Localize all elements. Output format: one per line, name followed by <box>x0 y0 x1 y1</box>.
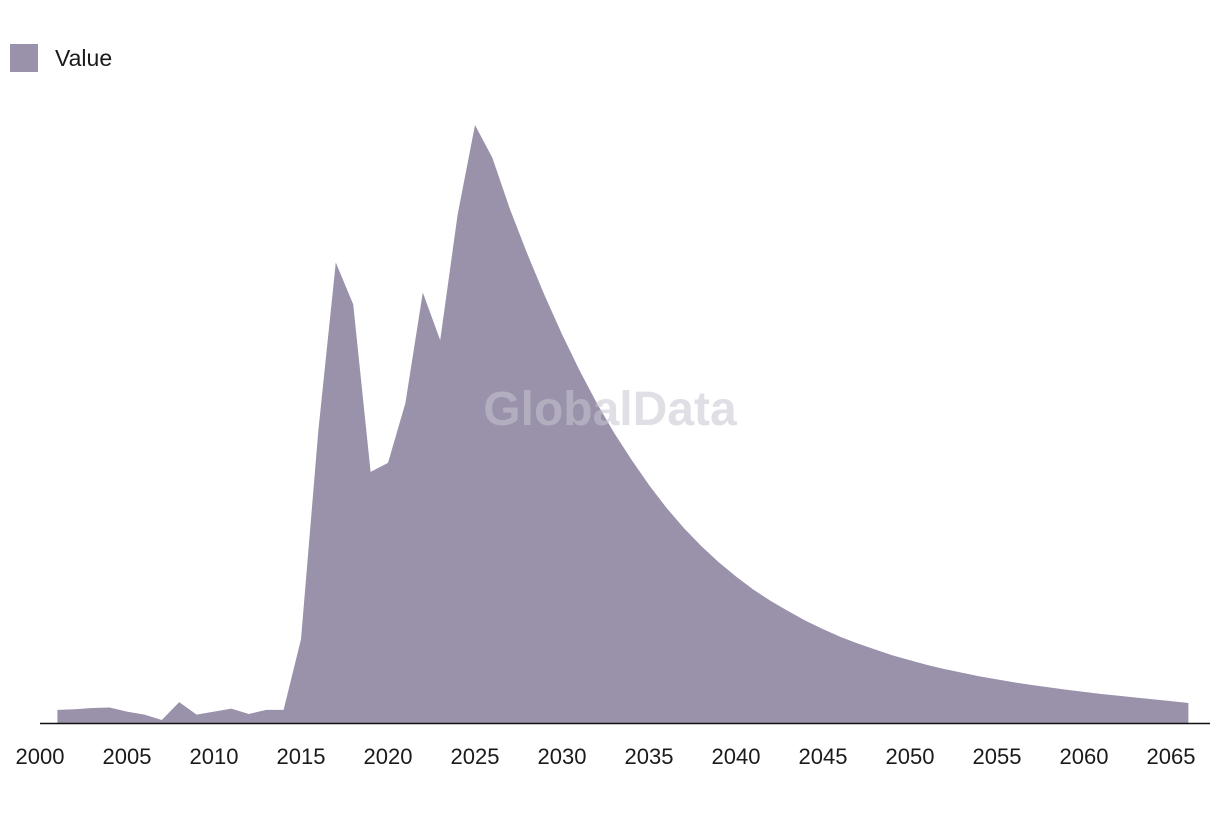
x-tick-label: 2040 <box>712 744 761 769</box>
x-tick-label: 2020 <box>364 744 413 769</box>
x-tick-label: 2015 <box>277 744 326 769</box>
x-tick-label: 2065 <box>1147 744 1196 769</box>
x-tick-label: 2025 <box>451 744 500 769</box>
x-tick-label: 2045 <box>799 744 848 769</box>
legend-swatch-value <box>10 44 38 72</box>
x-tick-label: 2055 <box>973 744 1022 769</box>
legend: Value <box>10 44 112 72</box>
x-tick-label: 2005 <box>103 744 152 769</box>
x-tick-label: 2060 <box>1060 744 1109 769</box>
x-tick-label: 2035 <box>625 744 674 769</box>
x-tick-label: 2030 <box>538 744 587 769</box>
x-tick-label: 2010 <box>190 744 239 769</box>
x-tick-label: 2000 <box>16 744 65 769</box>
legend-label-value: Value <box>55 44 113 71</box>
watermark-text: GlobalData <box>483 383 737 436</box>
area-series-value <box>57 125 1189 723</box>
x-tick-label: 2050 <box>886 744 935 769</box>
